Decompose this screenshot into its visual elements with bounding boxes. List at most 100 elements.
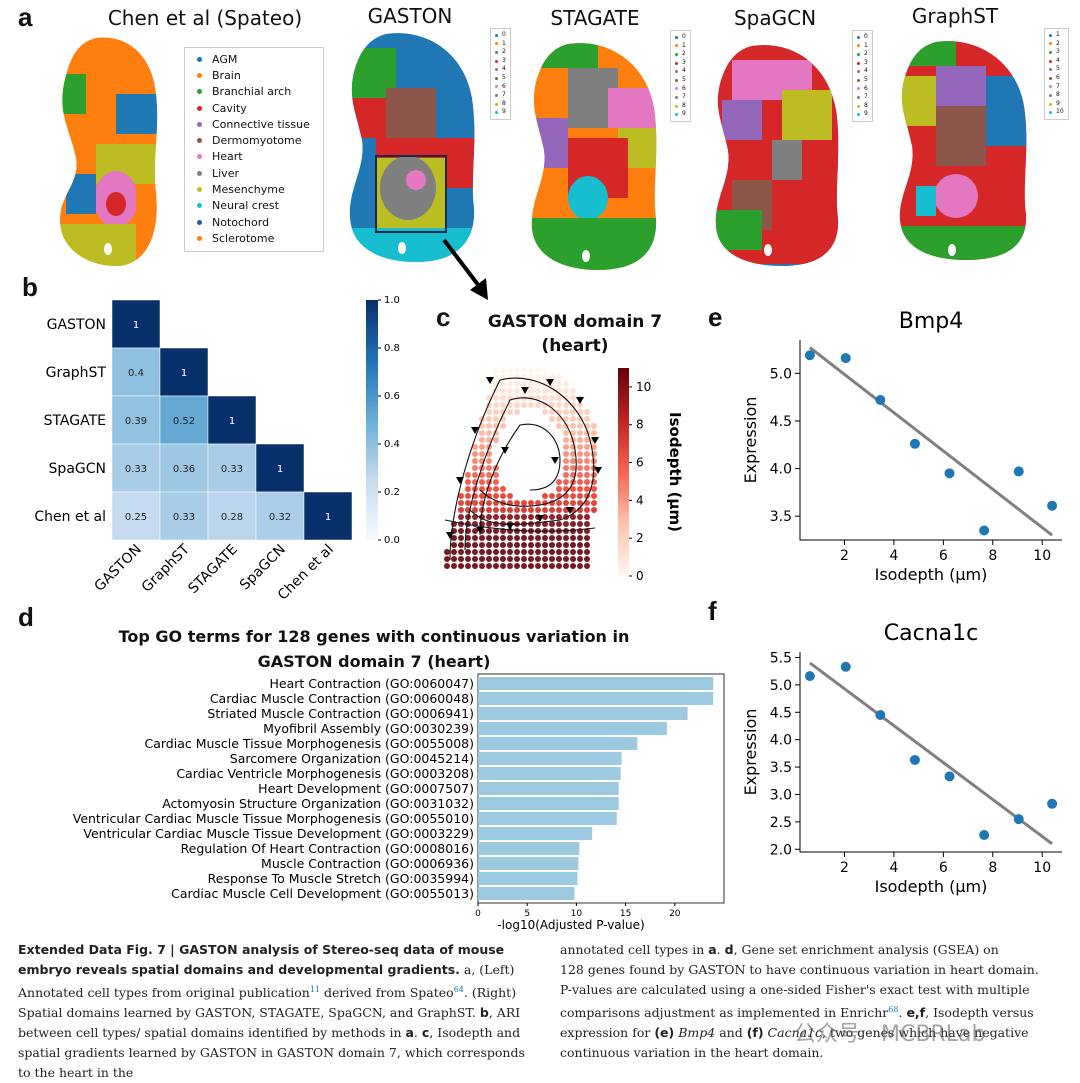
isodepth-point: [577, 486, 583, 492]
isodepth-point: [556, 556, 562, 562]
isodepth-point: [500, 423, 506, 429]
isodepth-point: [458, 528, 464, 534]
data-point: [840, 353, 851, 364]
isodepth-point: [591, 444, 597, 450]
heatmap-cell: [111, 299, 161, 349]
legend-marker: [197, 219, 202, 225]
domain-legend-item: 1: [1049, 31, 1064, 40]
go-bar: [478, 782, 619, 795]
isodepth-point: [528, 374, 534, 380]
data-point: [944, 468, 955, 479]
caption-text: spatial domains identified by methods in: [144, 1025, 402, 1041]
isodepth-point: [570, 458, 576, 464]
isodepth-point: [577, 563, 583, 569]
isodepth-point: [458, 514, 464, 520]
isodepth-point: [549, 374, 555, 380]
heatmap-value-label: 0.33: [221, 464, 243, 475]
isodepth-point: [479, 472, 485, 478]
domain-legend-marker: [495, 76, 498, 80]
caption-text: a, (Left) Annotated cell: [18, 962, 515, 1001]
isodepth-point: [528, 500, 534, 506]
isodepth-point: [535, 367, 541, 373]
isodepth-point: [486, 500, 492, 506]
y-tick-label: 2.5: [770, 815, 792, 831]
isodepth-point: [472, 472, 478, 478]
domain-legend-marker: [675, 95, 678, 99]
title-graphst: GraphST: [911, 4, 999, 28]
domain-legend-label: 4: [864, 67, 868, 75]
isodepth-point: [500, 381, 506, 387]
legend-marker: [197, 89, 202, 95]
domain-legend-marker: [675, 87, 678, 91]
isodepth-point: [556, 423, 562, 429]
isodepth-point: [507, 388, 513, 394]
isodepth-point: [521, 402, 527, 408]
isodepth-point: [528, 402, 534, 408]
domain-legend-marker: [857, 87, 860, 91]
domain-legend-label: 7: [1056, 82, 1060, 90]
heatmap-value-label: 0.33: [125, 464, 147, 475]
domain-legend-item: 9: [857, 110, 868, 119]
domain-legend-marker: [1049, 111, 1052, 115]
y-tick-label: 5.0: [770, 678, 792, 694]
go-term-label: Striated Muscle Contraction (GO:0006941): [207, 706, 474, 721]
isodepth-point: [563, 479, 569, 485]
isodepth-point: [493, 409, 499, 415]
heatmap-row-label: GASTON: [47, 317, 106, 333]
isodepth-point: [472, 556, 478, 562]
heatmap-value-label: 0.32: [269, 512, 291, 523]
domain-legend-label: 7: [682, 93, 686, 101]
domain-legend-item: 3: [857, 59, 868, 68]
domain-legend-item: 3: [675, 59, 686, 68]
isodepth-point: [521, 542, 527, 548]
isodepth-point: [465, 472, 471, 478]
heatmap-col-label: GASTON: [92, 542, 145, 595]
domain-legend-marker: [495, 111, 498, 115]
isodepth-point: [570, 514, 576, 520]
domain-legend-marker: [495, 59, 498, 63]
isodepth-point: [563, 430, 569, 436]
isodepth-point: [556, 416, 562, 422]
heatmap-row-label: SpaGCN: [49, 461, 106, 477]
caption-bold: a: [708, 942, 717, 957]
isodepth-point: [570, 549, 576, 555]
y-tick-label: 4.0: [770, 462, 792, 478]
panel-label-c: c: [436, 302, 451, 332]
isodepth-point: [521, 507, 527, 513]
x-tick-label: 10: [1033, 548, 1051, 564]
domain-legend-item: 2: [857, 50, 868, 59]
isodepth-point: [556, 381, 562, 387]
isodepth-point: [500, 535, 506, 541]
legend-item: Dermomyotome: [185, 132, 323, 148]
caption-text: .: [716, 942, 721, 957]
data-point: [875, 395, 886, 405]
legend-label: Cavity: [212, 101, 247, 115]
isodepth-point: [584, 437, 590, 443]
legend-label: Heart: [212, 150, 243, 164]
isodepth-point: [493, 416, 499, 422]
heatmap-cell: [207, 443, 257, 493]
domain-legend-item: 10: [1049, 108, 1064, 117]
isodepth-point: [507, 374, 513, 380]
isodepth-point: [507, 535, 513, 541]
legend-marker: [197, 105, 202, 111]
go-bar: [478, 677, 714, 690]
heatmap-value-label: 1: [133, 320, 139, 331]
domain-legend-marker: [1049, 42, 1052, 46]
isodepth-point: [591, 500, 597, 506]
domain-legend-marker: [857, 61, 860, 65]
isodepth-point: [528, 542, 534, 548]
legend-marker: [197, 72, 202, 78]
y-tick-label: 4.0: [770, 733, 792, 749]
isodepth-point: [563, 500, 569, 506]
isodepth-point: [486, 514, 492, 520]
isodepth-point: [556, 486, 562, 492]
isodepth-point: [521, 563, 527, 569]
panel-label-d: d: [18, 602, 34, 632]
isodepth-point: [584, 451, 590, 457]
isodepth-point: [458, 535, 464, 541]
isodepth-point: [584, 556, 590, 562]
gradient-arrow: [594, 467, 602, 474]
caption-text: derived from Spateo: [320, 985, 454, 1001]
embryo-gaston: [349, 33, 475, 262]
